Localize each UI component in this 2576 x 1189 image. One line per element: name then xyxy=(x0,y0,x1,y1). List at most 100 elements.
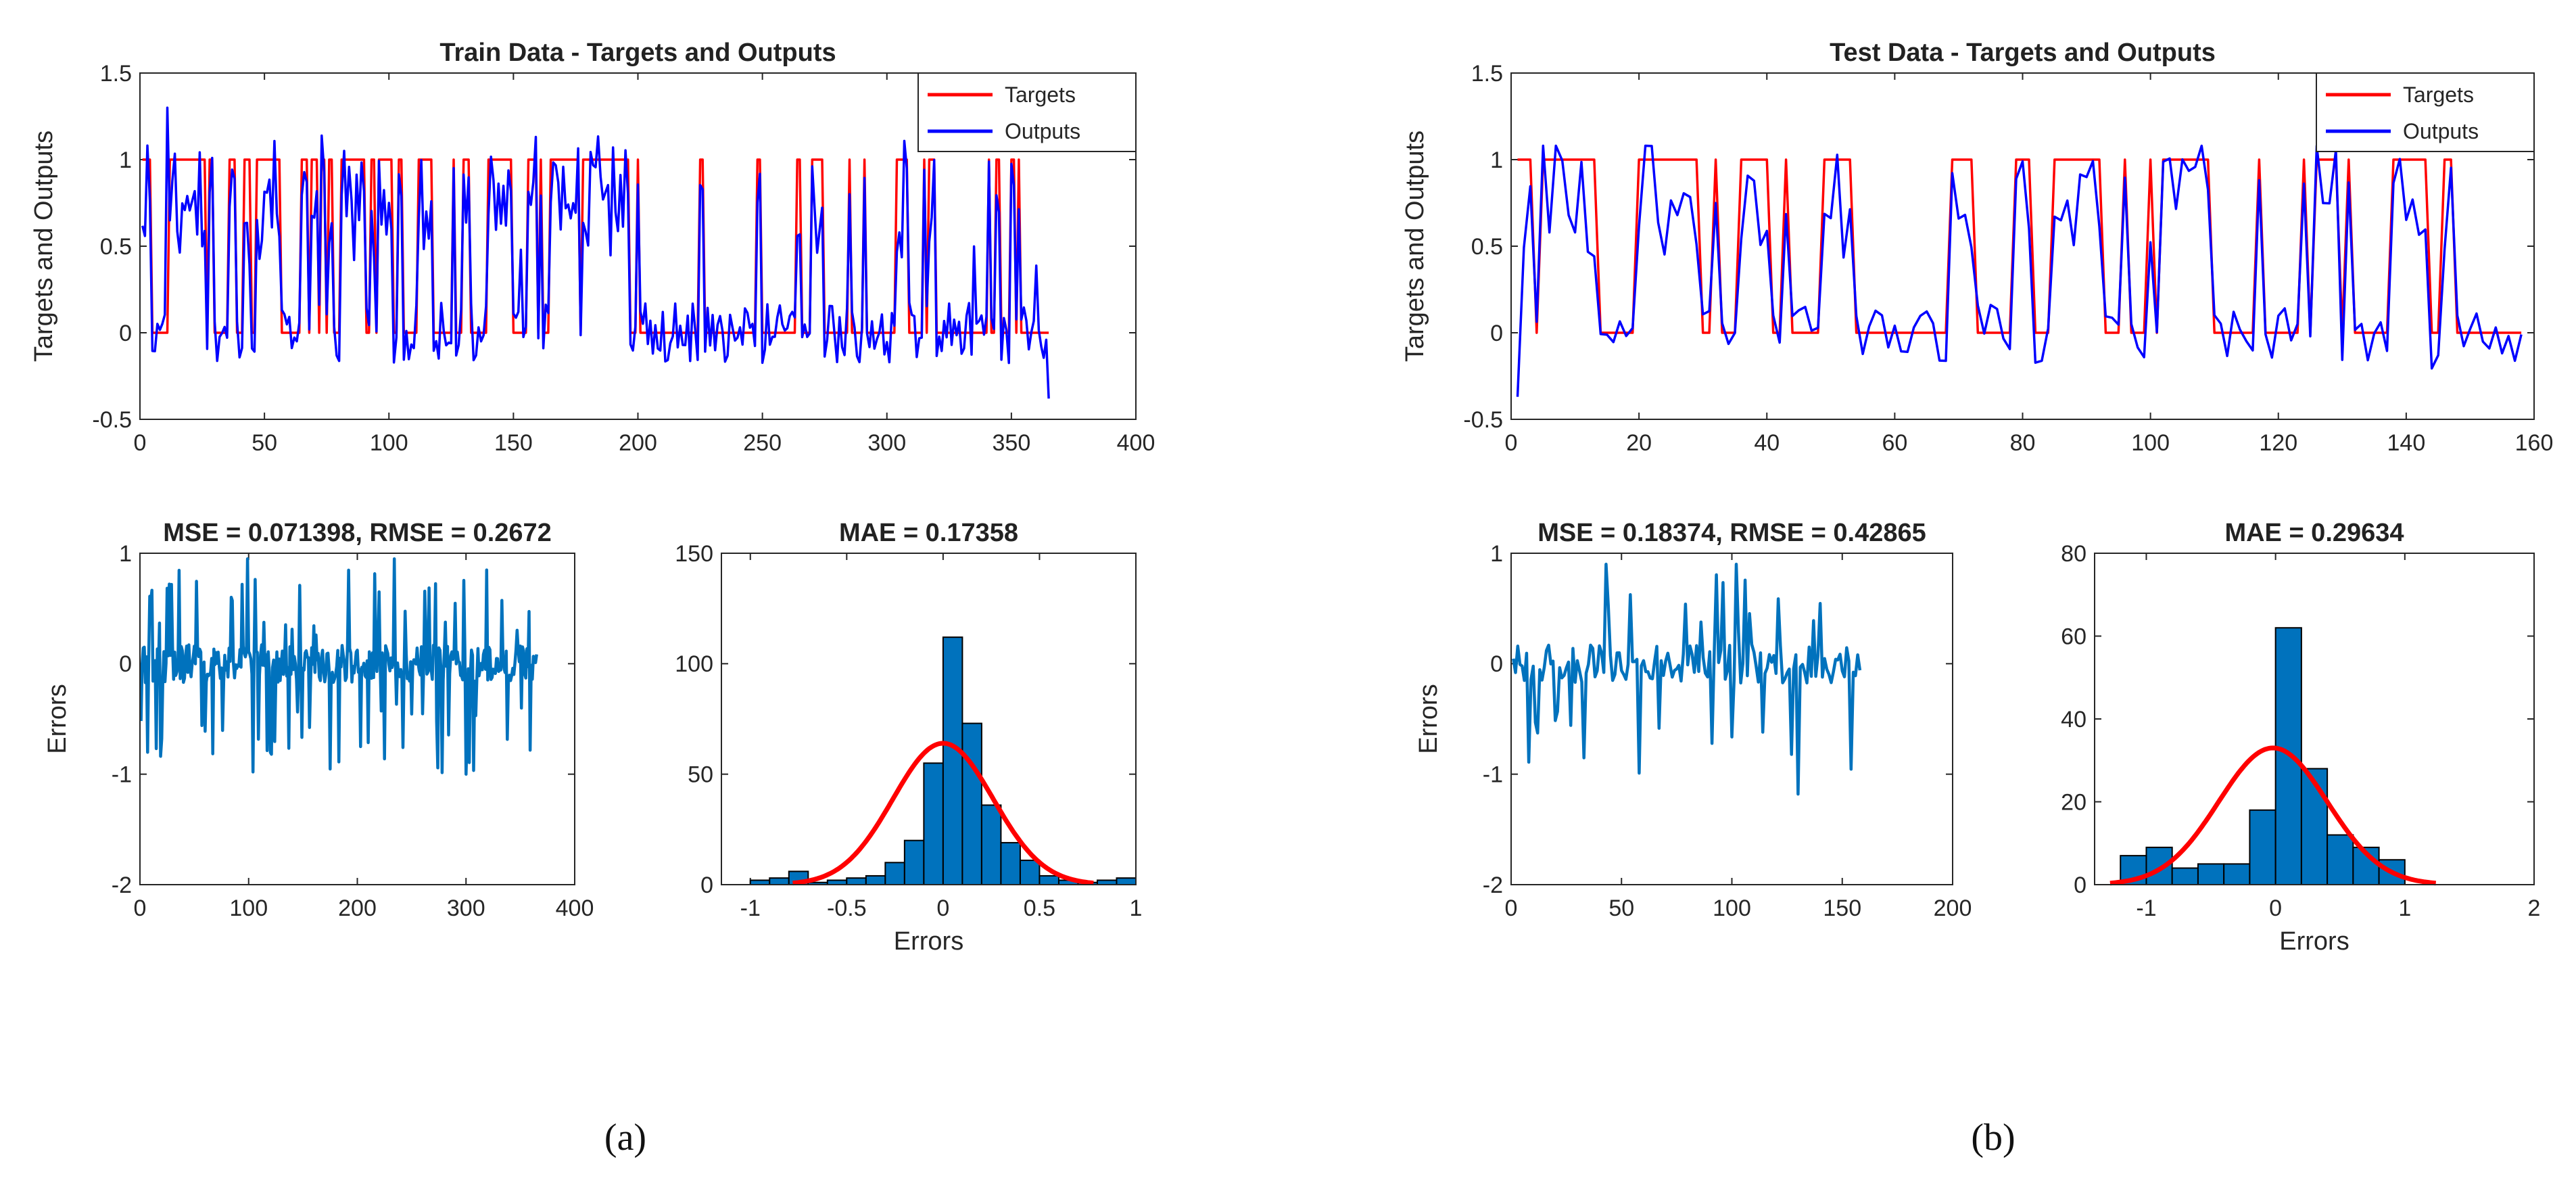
x-tick-label: 80 xyxy=(2010,430,2036,456)
x-tick-label: 0 xyxy=(134,895,147,921)
x-tick-label: 100 xyxy=(1713,895,1751,921)
legend: Targets Outputs xyxy=(917,72,1137,152)
y-tick-label: -0.5 xyxy=(1463,407,1503,433)
x-tick-label: 100 xyxy=(370,430,408,456)
chart-title: MAE = 0.17358 xyxy=(839,519,1018,547)
series-line-errors xyxy=(139,557,538,776)
plot-frame xyxy=(1510,553,1953,885)
y-tick-label: -2 xyxy=(1483,872,1503,898)
x-tick-label: 140 xyxy=(2387,430,2426,456)
chart-train-errors: MSE = 0.071398, RMSE = 0.2672 0 100 200 300 4… xyxy=(43,519,594,921)
y-tick-label: -0.5 xyxy=(92,407,132,433)
caption-b: (b) xyxy=(1971,1117,2015,1159)
histogram-bar xyxy=(884,862,905,886)
y-tick-label: 0.5 xyxy=(1471,234,1503,260)
legend-entry-outputs: Outputs xyxy=(1005,119,1080,143)
x-tick-label: 1 xyxy=(1130,895,1143,921)
y-tick-label: 40 xyxy=(2061,707,2086,732)
plot-frame xyxy=(721,553,1137,885)
histogram-bar xyxy=(846,877,867,885)
histogram-bar xyxy=(2327,834,2354,885)
histogram-bar xyxy=(2197,863,2225,885)
y-tick-label: 0 xyxy=(119,321,132,346)
plot-frame xyxy=(2094,553,2535,885)
x-tick-label: 20 xyxy=(1626,430,1652,456)
x-tick-label: 0 xyxy=(2269,895,2282,921)
y-tick-label: 150 xyxy=(675,541,713,567)
chart-title: MSE = 0.071398, RMSE = 0.2672 xyxy=(163,519,552,547)
y-axis-label: Errors xyxy=(43,684,72,753)
y-tick-label: 50 xyxy=(688,762,713,788)
plot-frame xyxy=(139,72,1137,420)
histogram-bar xyxy=(1039,875,1059,886)
legend: Targets Outputs xyxy=(2316,72,2535,152)
x-tick-label: 100 xyxy=(229,895,268,921)
histogram-bar xyxy=(2171,867,2199,885)
x-tick-label: 300 xyxy=(867,430,906,456)
histogram-bar xyxy=(961,722,982,885)
histogram-bar xyxy=(903,839,925,885)
histogram-bar xyxy=(980,804,1002,886)
y-tick-label: 0 xyxy=(1490,321,1503,346)
histogram-bar xyxy=(865,875,886,886)
x-tick-label: 40 xyxy=(1754,430,1780,456)
legend-box xyxy=(917,72,1137,152)
x-tick-label: 0 xyxy=(1505,895,1518,921)
chart-title: MAE = 0.29634 xyxy=(2224,519,2404,547)
x-tick-label: -1 xyxy=(2136,895,2156,921)
x-tick-label: 100 xyxy=(2131,430,2170,456)
normal-fit-curve xyxy=(792,741,1094,886)
y-tick-label: 60 xyxy=(2061,624,2086,649)
x-tick-label: 50 xyxy=(1608,895,1634,921)
x-tick-label: 200 xyxy=(1934,895,1972,921)
chart-train-hist: MAE = 0.17358 -1 -0.5 0 0.5 1 0 50 100 150 Errors xyxy=(675,519,1142,956)
y-tick-label: 0 xyxy=(2074,872,2086,898)
y-tick-label: 0.5 xyxy=(100,234,132,260)
series-line-outputs xyxy=(1516,144,2523,397)
x-tick-label: 300 xyxy=(447,895,485,921)
x-tick-label: 0 xyxy=(1505,430,1518,456)
chart-title: Train Data - Targets and Outputs xyxy=(439,39,836,67)
chart-title: MSE = 0.18374, RMSE = 0.42865 xyxy=(1537,519,1926,547)
y-tick-label: 0 xyxy=(700,872,713,898)
y-tick-label: 1 xyxy=(1490,541,1503,567)
histogram-bar xyxy=(923,762,944,886)
x-tick-label: 0 xyxy=(936,895,949,921)
x-tick-label: 0 xyxy=(134,430,147,456)
histogram-bar xyxy=(769,877,790,885)
x-tick-label: 200 xyxy=(619,430,657,456)
histogram-bar xyxy=(1019,860,1041,885)
y-tick-label: -2 xyxy=(112,872,132,898)
series-line-errors xyxy=(1512,563,1862,796)
histogram-bar xyxy=(1000,841,1021,886)
x-tick-label: 150 xyxy=(1823,895,1861,921)
x-tick-label: 400 xyxy=(1117,430,1155,456)
x-tick-label: 50 xyxy=(252,430,277,456)
x-axis-label: Errors xyxy=(894,927,963,956)
y-tick-label: -1 xyxy=(1483,762,1503,788)
legend-entry-targets: Targets xyxy=(2403,83,2474,107)
x-tick-label: 160 xyxy=(2515,430,2554,456)
caption-a: (a) xyxy=(604,1117,646,1159)
x-tick-label: 250 xyxy=(743,430,782,456)
x-axis-label: Errors xyxy=(2279,927,2349,956)
y-axis-label: Errors xyxy=(1414,684,1443,753)
chart-title: Test Data - Targets and Outputs xyxy=(1830,39,2216,67)
y-tick-label: 1.5 xyxy=(100,61,132,87)
x-tick-label: 400 xyxy=(556,895,594,921)
x-tick-label: 350 xyxy=(993,430,1031,456)
y-tick-label: 80 xyxy=(2061,541,2086,567)
y-tick-label: 0 xyxy=(119,651,132,677)
x-tick-label: -1 xyxy=(740,895,761,921)
y-tick-label: 100 xyxy=(675,651,713,677)
y-tick-label: 1 xyxy=(119,147,132,173)
y-axis-label: Targets and Outputs xyxy=(1401,131,1429,362)
y-tick-label: 1 xyxy=(1490,147,1503,173)
x-tick-label: 0.5 xyxy=(1024,895,1055,921)
y-tick-label: 1 xyxy=(119,541,132,567)
x-tick-label: 60 xyxy=(1882,430,1907,456)
normal-fit-curve xyxy=(2109,745,2437,886)
chart-train-line: Train Data - Targets and Outputs 0 50 100 15… xyxy=(30,39,1155,456)
